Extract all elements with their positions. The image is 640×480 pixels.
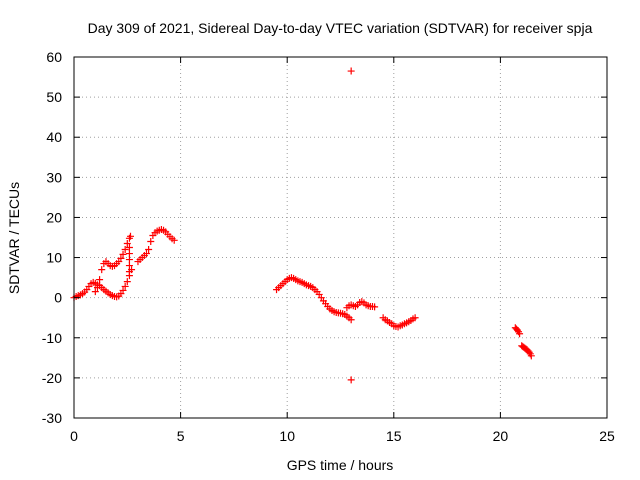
data-point: [121, 282, 129, 290]
data-point: [145, 246, 153, 254]
y-tick-label: -10: [42, 330, 62, 346]
series-segment-1-lower: [70, 266, 136, 302]
y-tick-label: -20: [42, 370, 62, 386]
data-point: [125, 256, 133, 264]
y-tick-label: -30: [42, 410, 62, 426]
data-point: [516, 330, 524, 338]
y-axis-label: SDTVAR / TECUs: [6, 182, 22, 294]
y-tick-label: 10: [46, 250, 62, 266]
data-point: [96, 276, 104, 284]
x-tick-label: 0: [70, 428, 78, 444]
data-point: [121, 246, 129, 254]
data-point: [347, 376, 355, 384]
data-point: [126, 232, 134, 240]
data-point: [123, 278, 131, 286]
data-point: [125, 262, 133, 270]
series-outliers: [347, 67, 355, 384]
data-point: [125, 250, 133, 258]
y-tick-label: 40: [46, 129, 62, 145]
y-tick-label: 30: [46, 169, 62, 185]
series-segment-1-bridge: [125, 244, 133, 276]
axis-ticks: 0 5 10 15 20 25 -30 -20 -10 0 10 20 30 40 50 60: [42, 49, 615, 444]
data-point: [347, 67, 355, 75]
grid: [74, 57, 607, 418]
data-point: [147, 238, 155, 246]
data-point: [411, 314, 419, 322]
series-segment-6: [511, 324, 524, 338]
data-point: [170, 236, 178, 244]
plot-frame: [73, 56, 608, 419]
data-point: [125, 268, 133, 276]
data-point: [98, 266, 106, 274]
series-segment-3: [273, 274, 355, 324]
data-point: [91, 288, 99, 296]
series-segment-1-upper: [91, 232, 134, 296]
data-point: [119, 286, 127, 294]
series-segment-5: [379, 314, 419, 331]
x-tick-label: 10: [279, 428, 295, 444]
y-tick-label: 20: [46, 209, 62, 225]
data-point: [93, 284, 101, 292]
x-tick-label: 20: [493, 428, 509, 444]
x-tick-label: 5: [177, 428, 185, 444]
series-segment-4: [343, 298, 379, 312]
x-tick-label: 15: [386, 428, 402, 444]
x-tick-label: 25: [599, 428, 615, 444]
series-segment-7: [518, 342, 535, 360]
data-point: [117, 254, 125, 262]
y-tick-label: 60: [46, 49, 62, 65]
data-point: [513, 326, 521, 334]
data-point: [525, 348, 533, 356]
data-point: [347, 316, 355, 324]
series-segment-2: [134, 225, 178, 266]
y-tick-label: 0: [54, 290, 62, 306]
data-point: [142, 250, 150, 258]
y-tick-label: 50: [46, 89, 62, 105]
data-point: [527, 352, 535, 360]
data-point: [123, 240, 131, 248]
data-point: [125, 244, 133, 252]
x-axis-label: GPS time / hours: [287, 457, 394, 473]
data-point: [119, 250, 127, 258]
chart-title: Day 309 of 2021, Sidereal Day-to-day VTE…: [88, 20, 593, 36]
data-points: [70, 67, 535, 384]
data-point: [371, 303, 379, 311]
